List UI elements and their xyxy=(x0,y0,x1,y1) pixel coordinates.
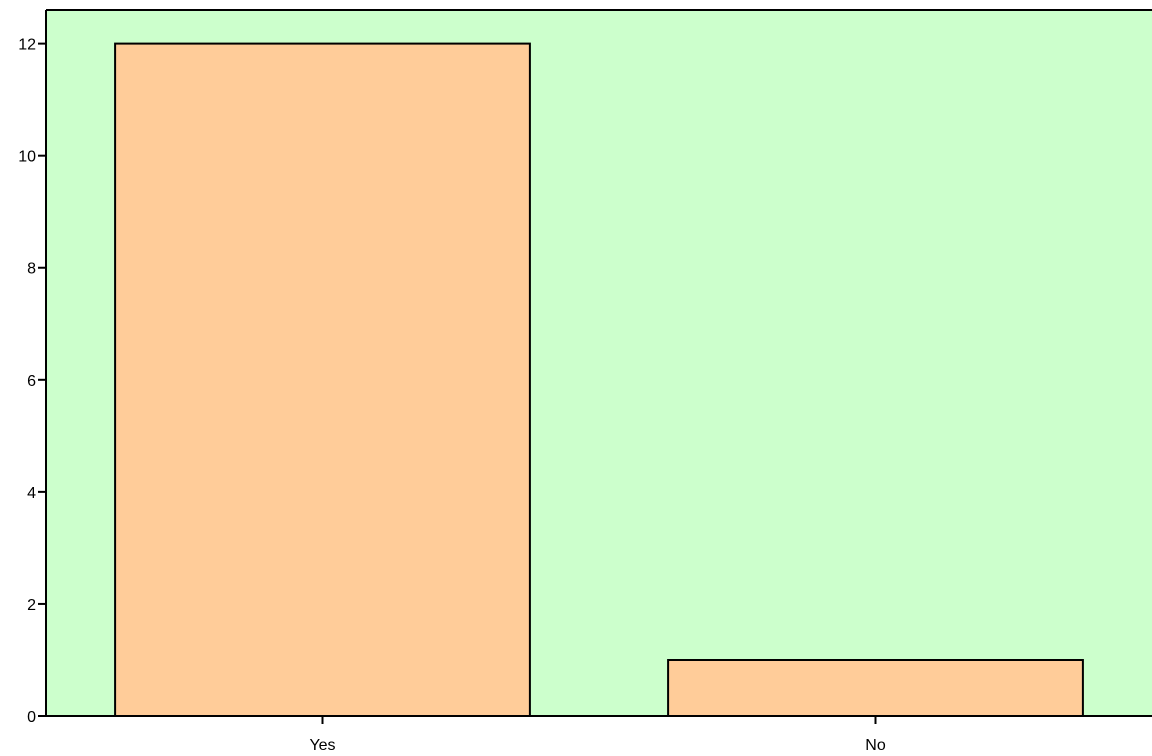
y-tick-label: 12 xyxy=(18,37,36,54)
bar-yes xyxy=(114,42,531,718)
x-tick-label: Yes xyxy=(309,737,335,754)
bars xyxy=(114,42,1084,718)
x-tick-label: No xyxy=(865,737,886,754)
y-tick-label: 8 xyxy=(27,261,36,278)
bar-no xyxy=(667,659,1084,717)
y-tick-label: 4 xyxy=(27,485,36,502)
y-tick-label: 6 xyxy=(27,373,36,390)
y-tick-label: 0 xyxy=(27,709,36,726)
axes: 0 2 4 6 8 10 12 Yes No xyxy=(18,9,1152,754)
y-tick-label: 10 xyxy=(18,149,36,166)
y-tick-label: 2 xyxy=(27,597,36,614)
